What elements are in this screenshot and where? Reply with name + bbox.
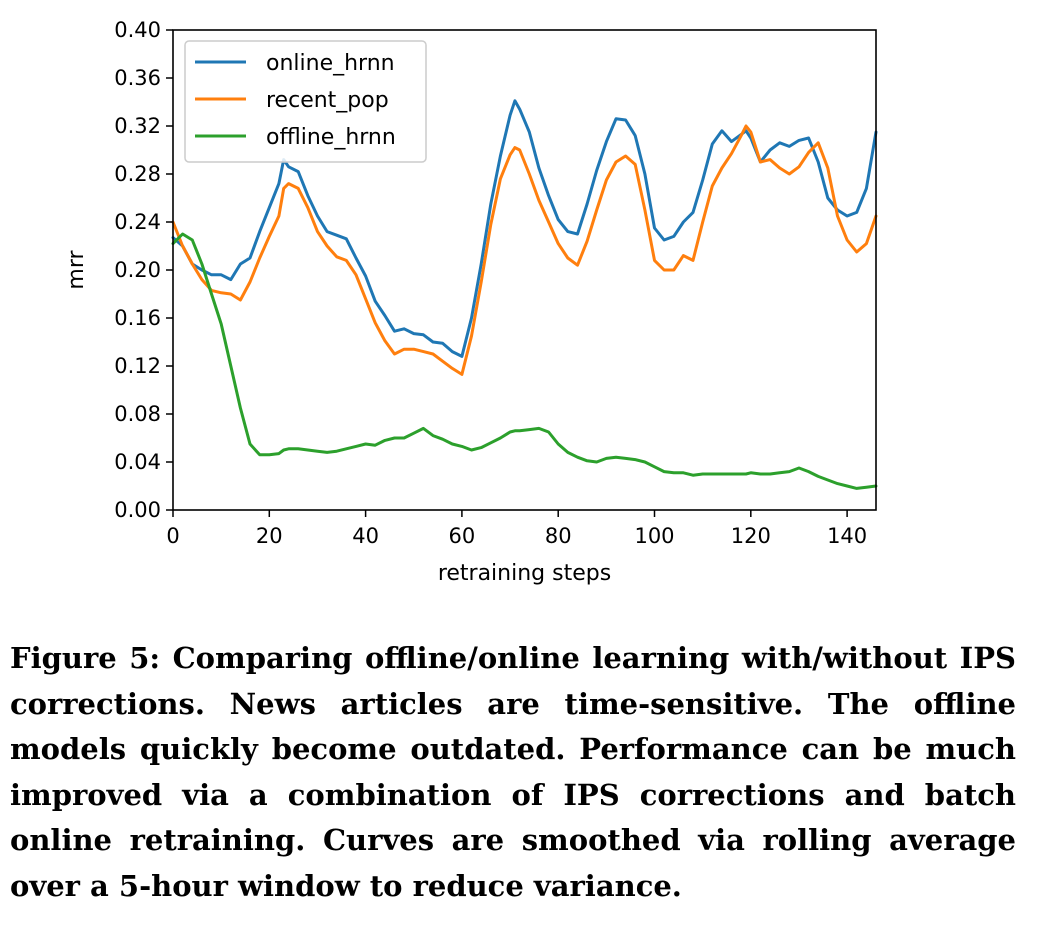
series-line-recent-pop [171, 124, 878, 376]
series-line-offline-hrnn [171, 232, 878, 490]
x-tick-label: 0 [166, 524, 179, 548]
legend-entries: online_hrnn recent_pop offline_hrnn [195, 51, 396, 150]
x-tick-label: 80 [545, 524, 572, 548]
y-tick-label: 0.32 [114, 114, 161, 138]
x-axis: 0 20 40 60 80 100 120 140 [166, 510, 867, 548]
x-axis-label: retraining steps [438, 561, 611, 586]
x-tick-label: 140 [827, 524, 867, 548]
y-tick-label: 0.24 [114, 210, 161, 234]
y-tick-label: 0.28 [114, 162, 161, 186]
legend-box [184, 40, 427, 163]
y-tick-label: 0.04 [114, 450, 161, 474]
y-tick-label: 0.16 [114, 306, 161, 330]
figure-caption: Figure 5: Comparing offline/online learn… [10, 641, 1016, 903]
y-tick-label: 0.20 [114, 258, 161, 282]
y-axis: 0.00 0.04 0.08 0.12 0.16 0.20 0.24 0.28 0.32 0.36… [114, 18, 173, 522]
x-tick-label: 20 [256, 524, 283, 548]
y-axis-label: mrr [64, 249, 89, 289]
x-tick-label: 40 [352, 524, 379, 548]
legend-label-online-hrnn: online_hrnn [266, 51, 395, 76]
y-tick-label: 0.00 [114, 498, 161, 522]
x-tick-label: 100 [634, 524, 674, 548]
legend-label-recent-pop: recent_pop [266, 88, 389, 113]
y-tick-label: 0.36 [114, 66, 161, 90]
legend-label-offline-hrnn: offline_hrnn [266, 125, 396, 150]
y-tick-label: 0.08 [114, 402, 161, 426]
line-chart: 0.00 0.04 0.08 0.12 0.16 0.20 0.24 0.28 0.32 0.36… [64, 18, 878, 586]
y-tick-label: 0.40 [114, 18, 161, 42]
y-tick-label: 0.12 [114, 354, 161, 378]
x-tick-label: 120 [731, 524, 771, 548]
series-layer [171, 99, 878, 490]
legend: online_hrnn recent_pop offline_hrnn [184, 40, 427, 163]
x-tick-label: 60 [449, 524, 476, 548]
